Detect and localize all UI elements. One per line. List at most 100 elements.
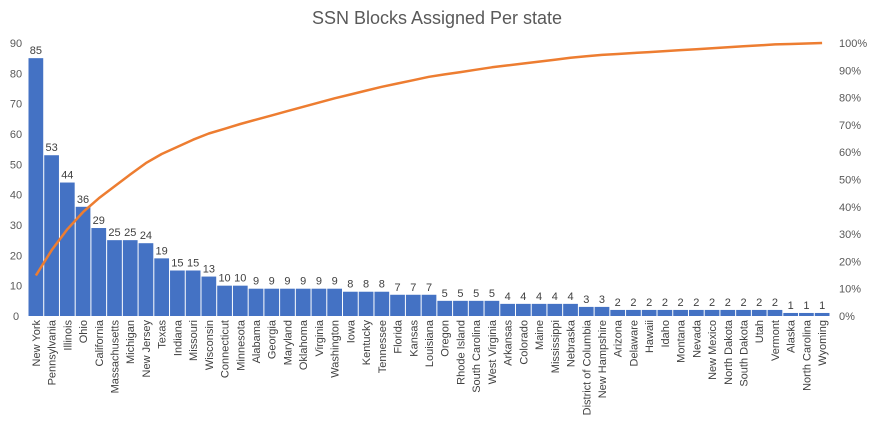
category-label: Idaho — [660, 320, 672, 348]
bar-data-label: 1 — [788, 300, 794, 312]
category-label: Wisconsin — [204, 320, 216, 370]
bar-data-label: 25 — [108, 227, 120, 239]
y-tick-label: 20 — [10, 250, 22, 262]
bar-data-label: 5 — [489, 288, 495, 300]
bar — [327, 288, 343, 316]
bar-data-label: 5 — [457, 288, 463, 300]
bar-data-label: 7 — [394, 282, 400, 294]
category-label: New York — [31, 320, 43, 367]
bar — [673, 309, 688, 316]
bar — [248, 288, 264, 316]
category-label: Montana — [676, 319, 688, 363]
bar — [405, 294, 421, 316]
category-label: Utah — [754, 320, 766, 343]
category-label: Georgia — [267, 319, 279, 359]
bar — [547, 303, 563, 316]
bar-series — [28, 58, 830, 317]
y2-tick-label: 0% — [839, 311, 855, 323]
bar — [295, 288, 311, 316]
y2-tick-label: 50% — [839, 175, 861, 187]
chart-title: SSN Blocks Assigned Per state — [312, 8, 562, 28]
category-label: District of Columbia — [581, 319, 593, 415]
bar — [358, 291, 374, 316]
bar-data-label: 15 — [187, 258, 199, 270]
category-label: Connecticut — [220, 320, 232, 378]
category-label: Rhode Island — [455, 320, 467, 385]
bar-data-label: 2 — [662, 297, 668, 309]
category-label: Kansas — [408, 320, 420, 357]
category-label: Maryland — [282, 320, 294, 365]
bar — [343, 291, 358, 316]
bar — [280, 288, 295, 316]
category-label: Maine — [534, 320, 546, 350]
bar — [170, 270, 185, 316]
bar — [515, 303, 531, 316]
bar-data-label: 53 — [45, 142, 57, 154]
bar-data-label: 29 — [93, 215, 105, 227]
category-label: Arkansas — [503, 320, 515, 366]
bar-data-label: 5 — [473, 288, 479, 300]
bar — [122, 240, 138, 316]
bar — [610, 309, 626, 316]
category-label: Massachusetts — [109, 320, 121, 394]
category-label: Vermont — [770, 320, 782, 361]
bar — [390, 294, 405, 316]
bar-data-label: 2 — [740, 297, 746, 309]
bar — [767, 309, 783, 316]
bar-data-label: 4 — [505, 291, 511, 303]
bar-data-label: 10 — [218, 273, 230, 285]
bar — [657, 309, 673, 316]
category-label: Virginia — [314, 319, 326, 356]
bar-data-label: 4 — [536, 291, 542, 303]
bar-data-label: 1 — [803, 300, 809, 312]
bar — [704, 309, 720, 316]
bar — [578, 306, 594, 316]
bar-data-label: 1 — [819, 300, 825, 312]
bar-data-label: 25 — [124, 227, 136, 239]
bar-data-label: 24 — [140, 230, 152, 242]
category-label: Alaska — [786, 319, 798, 353]
y-tick-label: 50 — [10, 159, 22, 171]
bar — [783, 312, 799, 316]
secondary-y-axis: 0% 10% 20% 30% 40% 50% 60% 70% 80% 90% 100% — [839, 38, 867, 323]
category-label: California — [94, 319, 106, 366]
category-label: Nebraska — [566, 319, 578, 367]
bar-data-label: 10 — [234, 273, 246, 285]
y2-tick-label: 20% — [839, 256, 861, 268]
bar-data-label: 9 — [253, 276, 259, 288]
bar — [374, 291, 390, 316]
bar — [453, 300, 468, 316]
bar — [232, 285, 248, 316]
category-label: Michigan — [125, 320, 137, 364]
bar — [421, 294, 437, 316]
category-label: New Jersey — [141, 320, 153, 378]
y2-tick-label: 100% — [839, 38, 867, 50]
bar — [44, 155, 59, 316]
bar — [311, 288, 327, 316]
category-label: Iowa — [345, 319, 357, 343]
y-tick-label: 90 — [10, 38, 22, 50]
bar — [201, 276, 217, 316]
category-label: Texas — [157, 320, 169, 349]
y-tick-label: 80 — [10, 68, 22, 80]
bar — [626, 309, 641, 316]
bar — [59, 182, 75, 316]
category-label: Hawaii — [644, 320, 656, 353]
bar-data-label: 44 — [61, 170, 73, 182]
category-label: Colorado — [518, 320, 530, 365]
bar-data-label: 9 — [332, 276, 338, 288]
y2-tick-label: 60% — [839, 147, 861, 159]
category-label: Ohio — [78, 320, 90, 343]
y2-tick-label: 80% — [839, 93, 861, 105]
bar — [720, 309, 736, 316]
y-tick-label: 30 — [10, 220, 22, 232]
bar-data-label: 2 — [678, 297, 684, 309]
category-label: Oregon — [440, 320, 452, 357]
bar-data-label: 2 — [709, 297, 715, 309]
category-label: Florida — [393, 319, 405, 354]
bar-data-label: 2 — [615, 297, 621, 309]
bar — [736, 309, 751, 316]
y2-tick-label: 10% — [839, 284, 861, 296]
